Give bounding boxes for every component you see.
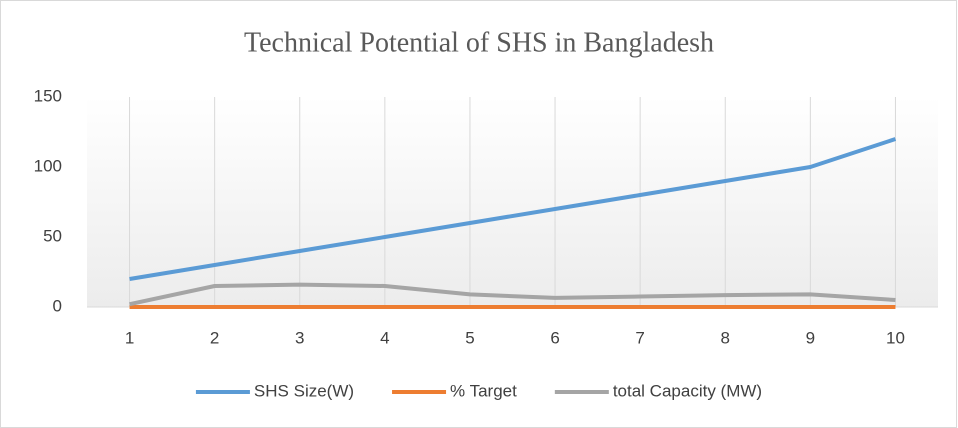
legend-label: % Target <box>450 381 517 400</box>
x-tick-label: 8 <box>721 328 730 347</box>
y-tick-label: 150 <box>34 86 62 105</box>
plot-area <box>87 97 938 307</box>
series-line <box>129 282 896 307</box>
y-tick-label: 50 <box>43 226 62 245</box>
chart-title: Technical Potential of SHS in Bangladesh <box>244 27 714 58</box>
x-tick-label: 3 <box>295 328 304 347</box>
legend-label: SHS Size(W) <box>254 381 354 400</box>
x-tick-label: 7 <box>635 328 644 347</box>
x-tick-label: 2 <box>210 328 219 347</box>
x-tick-label: 6 <box>550 328 559 347</box>
x-tick-label: 9 <box>806 328 815 347</box>
y-tick-label: 100 <box>34 156 62 175</box>
x-tick-label: 5 <box>465 328 474 347</box>
x-tick-label: 10 <box>886 328 905 347</box>
y-tick-label: 0 <box>53 296 62 315</box>
x-tick-label: 4 <box>380 328 389 347</box>
legend-label: total Capacity (MW) <box>613 381 762 400</box>
x-tick-label: 1 <box>125 328 134 347</box>
series-line <box>129 137 897 281</box>
